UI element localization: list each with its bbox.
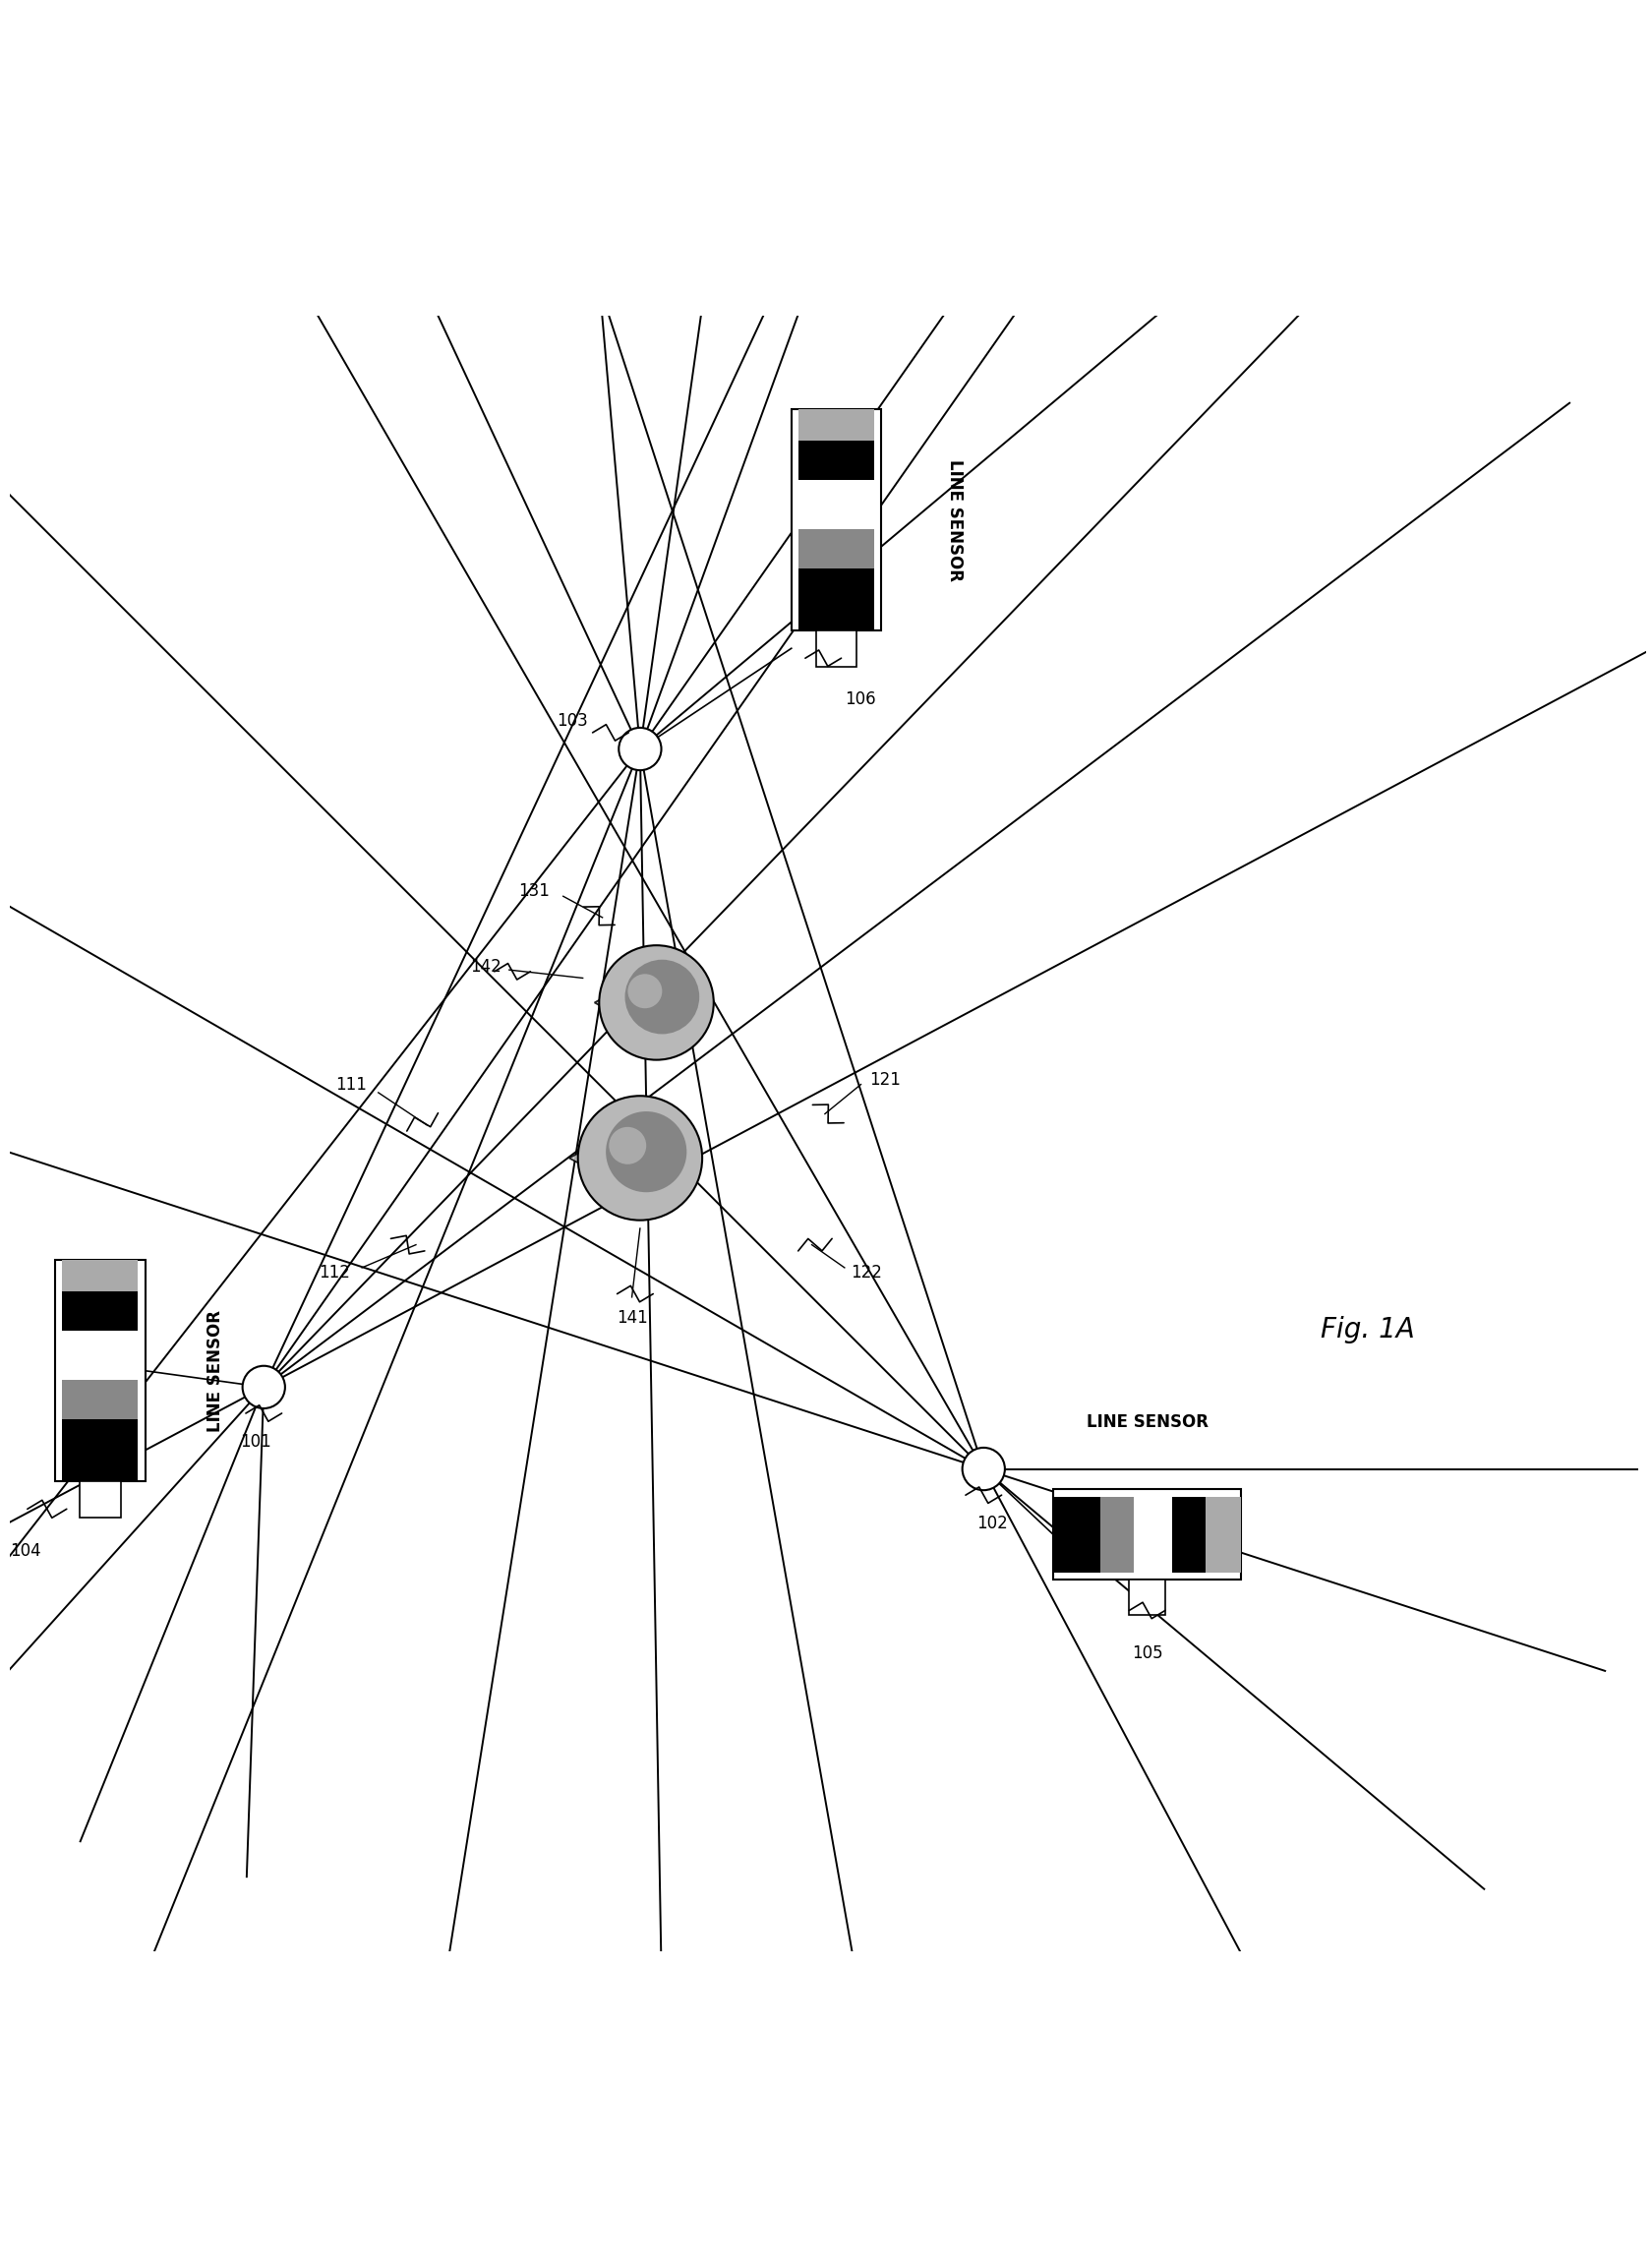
Bar bbox=[1204, 1496, 1241, 1573]
Text: 103: 103 bbox=[557, 712, 588, 730]
Bar bbox=[798, 440, 874, 481]
Text: 106: 106 bbox=[844, 691, 876, 710]
Text: 104: 104 bbox=[10, 1542, 41, 1560]
Text: 142: 142 bbox=[469, 957, 501, 975]
Bar bbox=[1052, 1489, 1241, 1580]
Bar bbox=[798, 569, 874, 630]
Bar bbox=[798, 528, 874, 569]
Text: 111: 111 bbox=[335, 1075, 367, 1093]
Bar bbox=[1052, 1496, 1100, 1573]
Text: 101: 101 bbox=[240, 1433, 271, 1451]
Text: 121: 121 bbox=[869, 1070, 900, 1088]
Circle shape bbox=[608, 1127, 646, 1165]
Bar bbox=[55, 1260, 145, 1480]
Text: LINE SENSOR: LINE SENSOR bbox=[1085, 1415, 1208, 1430]
Bar bbox=[1133, 1496, 1171, 1573]
Bar bbox=[798, 481, 874, 528]
Bar bbox=[63, 1292, 137, 1331]
Text: LINE SENSOR: LINE SENSOR bbox=[206, 1310, 225, 1433]
Bar bbox=[63, 1260, 137, 1292]
Circle shape bbox=[243, 1365, 284, 1408]
Bar bbox=[79, 1480, 121, 1517]
Bar bbox=[798, 410, 874, 440]
Bar bbox=[63, 1419, 137, 1480]
Circle shape bbox=[624, 959, 699, 1034]
Text: 102: 102 bbox=[976, 1514, 1006, 1532]
Bar bbox=[1128, 1580, 1165, 1616]
Polygon shape bbox=[595, 973, 649, 1031]
Bar bbox=[1100, 1496, 1133, 1573]
Circle shape bbox=[606, 1111, 686, 1192]
Text: 141: 141 bbox=[616, 1308, 648, 1326]
Bar bbox=[816, 630, 856, 666]
Text: LINE SENSOR: LINE SENSOR bbox=[945, 458, 963, 580]
Text: 122: 122 bbox=[851, 1263, 882, 1281]
Circle shape bbox=[578, 1095, 702, 1220]
Circle shape bbox=[618, 728, 661, 771]
Circle shape bbox=[961, 1449, 1004, 1489]
Circle shape bbox=[628, 975, 662, 1009]
Text: 131: 131 bbox=[519, 882, 550, 900]
Text: 112: 112 bbox=[319, 1263, 350, 1281]
Bar bbox=[1171, 1496, 1204, 1573]
Text: 105: 105 bbox=[1132, 1646, 1161, 1662]
Bar bbox=[63, 1381, 137, 1419]
Circle shape bbox=[598, 945, 714, 1061]
Polygon shape bbox=[568, 1122, 634, 1192]
Text: Fig. 1A: Fig. 1A bbox=[1320, 1317, 1414, 1344]
Bar bbox=[63, 1331, 137, 1381]
Bar bbox=[791, 410, 881, 630]
